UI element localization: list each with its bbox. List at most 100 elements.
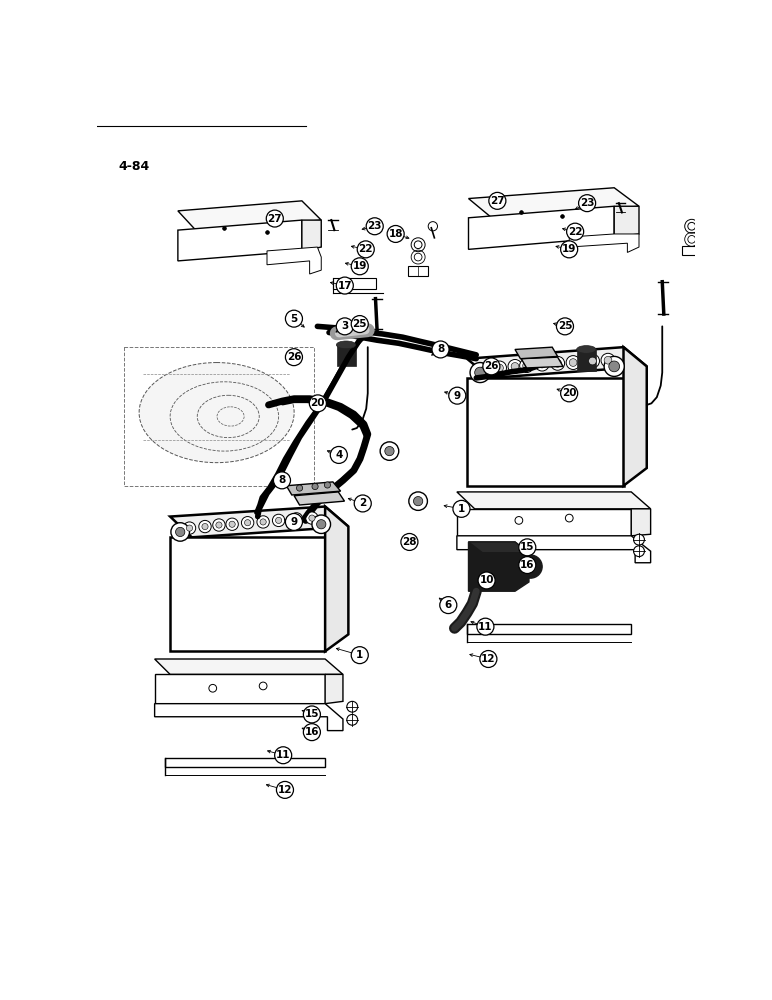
Text: 15: 15: [305, 709, 319, 719]
Circle shape: [401, 533, 418, 550]
Text: 16: 16: [520, 560, 534, 570]
Circle shape: [560, 385, 577, 402]
Polygon shape: [469, 542, 529, 553]
Circle shape: [569, 359, 577, 366]
Circle shape: [493, 361, 506, 375]
Circle shape: [578, 195, 596, 212]
Circle shape: [409, 492, 428, 510]
Circle shape: [276, 517, 282, 523]
Text: 15: 15: [520, 542, 534, 552]
Polygon shape: [521, 357, 563, 368]
Text: 1: 1: [356, 650, 364, 660]
Circle shape: [266, 210, 283, 227]
Polygon shape: [467, 347, 647, 378]
Circle shape: [293, 516, 300, 522]
Circle shape: [567, 223, 584, 240]
Text: 20: 20: [562, 388, 577, 398]
Circle shape: [354, 495, 371, 512]
Circle shape: [470, 363, 490, 383]
Polygon shape: [325, 507, 348, 651]
Text: 25: 25: [353, 319, 367, 329]
Circle shape: [387, 225, 405, 242]
Circle shape: [330, 446, 347, 463]
Circle shape: [260, 519, 266, 525]
Text: 8: 8: [279, 475, 286, 485]
Circle shape: [601, 353, 615, 367]
Circle shape: [478, 572, 495, 589]
Polygon shape: [469, 188, 639, 218]
Circle shape: [496, 364, 503, 372]
Circle shape: [213, 519, 225, 531]
Circle shape: [432, 341, 449, 358]
Text: 2: 2: [359, 498, 367, 508]
Text: 18: 18: [388, 229, 403, 239]
Circle shape: [324, 482, 330, 488]
Circle shape: [351, 316, 368, 333]
Circle shape: [453, 500, 470, 517]
Circle shape: [337, 318, 354, 335]
Circle shape: [337, 277, 354, 294]
Polygon shape: [170, 507, 348, 537]
Polygon shape: [294, 492, 344, 505]
Circle shape: [440, 597, 457, 614]
Text: 9: 9: [454, 391, 461, 401]
Circle shape: [588, 357, 597, 365]
Circle shape: [519, 539, 536, 556]
Circle shape: [519, 557, 536, 574]
Circle shape: [312, 515, 330, 533]
Circle shape: [303, 706, 320, 723]
Text: 26: 26: [484, 361, 499, 371]
Circle shape: [489, 192, 506, 209]
Circle shape: [226, 518, 239, 530]
Circle shape: [276, 781, 293, 798]
Circle shape: [566, 356, 580, 369]
Polygon shape: [154, 674, 325, 704]
Circle shape: [202, 523, 208, 530]
Text: 11: 11: [478, 622, 493, 632]
Circle shape: [310, 395, 327, 412]
Polygon shape: [267, 247, 321, 274]
Circle shape: [634, 546, 645, 557]
Text: 6: 6: [445, 600, 452, 610]
Polygon shape: [337, 345, 356, 366]
Circle shape: [245, 520, 251, 526]
Polygon shape: [615, 206, 639, 237]
Polygon shape: [457, 492, 651, 509]
Circle shape: [480, 366, 488, 374]
Text: 25: 25: [557, 321, 572, 331]
Text: 1: 1: [458, 504, 465, 514]
Circle shape: [520, 359, 533, 373]
Circle shape: [273, 472, 290, 489]
Polygon shape: [624, 347, 647, 486]
Circle shape: [290, 513, 303, 525]
Circle shape: [475, 367, 486, 378]
Text: 27: 27: [267, 214, 282, 224]
Text: 23: 23: [367, 221, 382, 231]
Text: 23: 23: [580, 198, 594, 208]
Polygon shape: [467, 378, 624, 486]
Circle shape: [477, 363, 491, 377]
Circle shape: [604, 356, 625, 376]
Circle shape: [275, 747, 292, 764]
Text: 5: 5: [290, 314, 297, 324]
Polygon shape: [457, 509, 631, 536]
Text: 19: 19: [562, 244, 577, 254]
Text: 19: 19: [353, 261, 367, 271]
Circle shape: [303, 724, 320, 741]
Text: 12: 12: [481, 654, 496, 664]
Circle shape: [257, 516, 269, 528]
Text: 17: 17: [337, 281, 352, 291]
Polygon shape: [178, 220, 302, 261]
Text: 11: 11: [276, 750, 290, 760]
Polygon shape: [286, 482, 340, 495]
Polygon shape: [154, 704, 343, 731]
Circle shape: [286, 310, 303, 327]
Circle shape: [557, 318, 574, 335]
Text: 20: 20: [310, 398, 325, 408]
Circle shape: [449, 387, 466, 404]
Circle shape: [306, 512, 318, 524]
Text: 26: 26: [286, 352, 301, 362]
Circle shape: [183, 522, 195, 534]
Circle shape: [186, 525, 192, 531]
Circle shape: [554, 359, 561, 367]
